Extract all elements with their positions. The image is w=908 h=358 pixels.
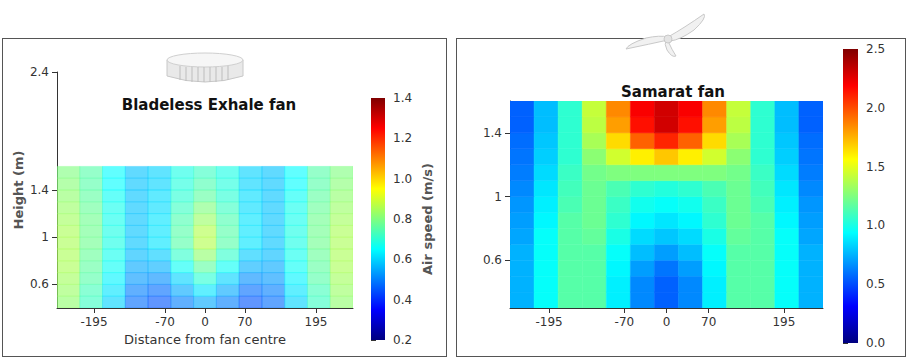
svg-text:1.4: 1.4 [393, 91, 412, 105]
svg-text:0.0: 0.0 [866, 336, 885, 350]
svg-text:0: 0 [663, 315, 671, 329]
svg-text:Distance from fan centre: Distance from fan centre [124, 332, 286, 347]
svg-text:1.0: 1.0 [393, 172, 412, 186]
svg-text:1.0: 1.0 [866, 218, 885, 232]
svg-text:0.8: 0.8 [393, 212, 412, 226]
svg-text:Air speed (m/s): Air speed (m/s) [420, 163, 435, 275]
svg-text:1: 1 [494, 190, 502, 204]
svg-text:-195: -195 [536, 315, 563, 329]
svg-text:-195: -195 [80, 315, 107, 329]
svg-text:1: 1 [41, 230, 49, 244]
svg-text:0.6: 0.6 [483, 253, 502, 267]
svg-text:1.2: 1.2 [393, 131, 412, 145]
svg-text:1.4: 1.4 [30, 183, 49, 197]
svg-text:0.5: 0.5 [866, 277, 885, 291]
svg-text:195: 195 [772, 315, 795, 329]
svg-text:70: 70 [701, 315, 716, 329]
svg-text:0.2: 0.2 [393, 333, 412, 347]
svg-text:Bladeless Exhale fan: Bladeless Exhale fan [122, 96, 297, 114]
svg-text:0.6: 0.6 [30, 277, 49, 291]
svg-text:1.5: 1.5 [866, 160, 885, 174]
svg-text:0.4: 0.4 [393, 293, 412, 307]
svg-text:195: 195 [305, 315, 328, 329]
svg-text:2.5: 2.5 [866, 42, 885, 56]
svg-text:2.4: 2.4 [30, 65, 49, 79]
svg-text:-70: -70 [155, 315, 175, 329]
svg-text:2.0: 2.0 [866, 101, 885, 115]
svg-text:0: 0 [201, 315, 209, 329]
svg-text:1.4: 1.4 [483, 126, 502, 140]
svg-text:0.6: 0.6 [393, 252, 412, 266]
svg-text:Samarat fan: Samarat fan [621, 83, 725, 101]
svg-text:70: 70 [237, 315, 252, 329]
svg-text:-70: -70 [615, 315, 635, 329]
svg-text:Height (m): Height (m) [11, 151, 26, 230]
